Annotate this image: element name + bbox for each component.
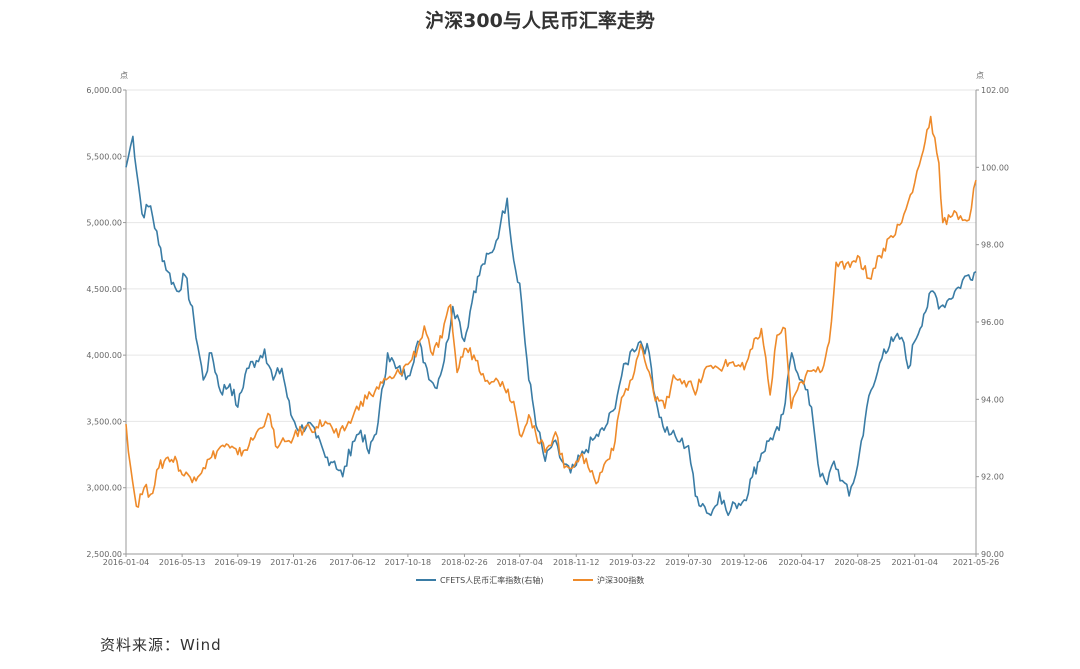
left-unit-label: 点: [120, 71, 128, 80]
left-tick-label: 6,000.00: [86, 86, 122, 95]
left-tick-label: 3,500.00: [86, 417, 122, 426]
right-tick-label: 90.00: [981, 550, 1004, 559]
legend-item-cfets[interactable]: CFETS人民币汇率指数(右轴): [416, 575, 543, 585]
series-line-hs300: [125, 115, 977, 508]
x-tick-label: 2019-03-22: [609, 558, 656, 567]
legend: CFETS人民币汇率指数(右轴) 沪深300指数: [416, 575, 644, 585]
x-tick-label: 2020-04-17: [778, 558, 825, 567]
right-tick-label: 100.00: [981, 163, 1009, 172]
x-tick-label: 2021-05-26: [953, 558, 1000, 567]
source-note: 资料来源：Wind: [100, 636, 222, 654]
x-tick-label: 2020-08-25: [834, 558, 881, 567]
series-lines: [125, 115, 977, 517]
x-tick-label: 2016-01-04: [103, 558, 150, 567]
right-tick-labels: 90.00 92.00 94.00 96.00 98.00 100.00 102.00: [976, 86, 1009, 559]
left-tick-label: 3,000.00: [86, 484, 122, 493]
x-tick-label: 2017-10-18: [385, 558, 432, 567]
legend-item-hs300[interactable]: 沪深300指数: [573, 575, 644, 585]
x-tick-label: 2021-01-04: [891, 558, 938, 567]
legend-label-cfets: CFETS人民币汇率指数(右轴): [440, 575, 543, 585]
x-tick-label: 2018-02-26: [441, 558, 488, 567]
left-tick-label: 5,500.00: [86, 152, 122, 161]
right-tick-label: 96.00: [981, 318, 1004, 327]
x-tick-label: 2016-09-19: [215, 558, 262, 567]
right-tick-label: 98.00: [981, 241, 1004, 250]
legend-label-hs300: 沪深300指数: [597, 575, 644, 585]
right-unit-label: 点: [976, 71, 984, 80]
x-tick-label: 2019-07-30: [665, 558, 712, 567]
x-tick-label: 2019-12-06: [721, 558, 768, 567]
right-tick-label: 92.00: [981, 473, 1004, 482]
left-tick-label: 4,000.00: [86, 351, 122, 360]
left-tick-labels: 2,500.00 3,000.00 3,500.00 4,000.00 4,500.00…: [86, 86, 126, 559]
left-tick-label: 4,500.00: [86, 285, 122, 294]
x-tick-labels: 2016-01-04 2016-05-13 2016-09-19 2017-01-26…: [103, 554, 1000, 567]
series-line-cfets: [125, 135, 977, 517]
right-tick-label: 94.00: [981, 395, 1004, 404]
x-tick-label: 2016-05-13: [159, 558, 206, 567]
left-tick-label: 2,500.00: [86, 550, 122, 559]
grid-lines: [126, 89, 976, 489]
x-tick-label: 2018-07-04: [496, 558, 543, 567]
right-tick-label: 102.00: [981, 86, 1009, 95]
x-tick-label: 2017-06-12: [329, 558, 376, 567]
x-tick-label: 2018-11-12: [553, 558, 600, 567]
x-tick-label: 2017-01-26: [270, 558, 317, 567]
left-tick-label: 5,000.00: [86, 219, 122, 228]
chart-title: 沪深300与人民币汇率走势: [425, 10, 655, 32]
